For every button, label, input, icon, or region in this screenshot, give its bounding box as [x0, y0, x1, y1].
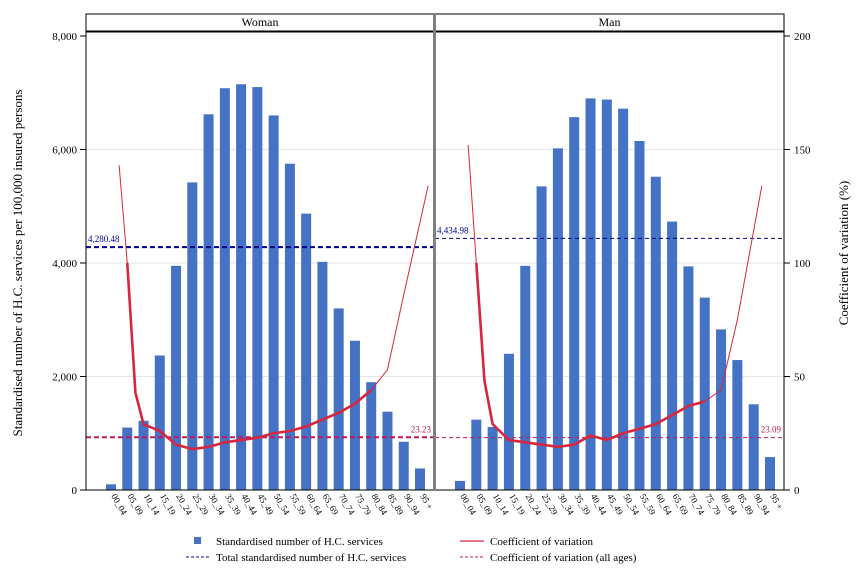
bar — [487, 427, 498, 490]
legend-swatch-square — [194, 537, 201, 544]
total-reference-label: 4,434.98 — [437, 225, 469, 235]
y-axis-title: Standardised number of H.C. services per… — [10, 90, 25, 437]
total-reference-label: 4,280.48 — [88, 234, 120, 244]
bar — [471, 419, 482, 490]
cv-all-ages-label: 23.23 — [411, 424, 432, 434]
y-tick-label: 8,000 — [52, 31, 77, 43]
y-tick-label: 2,000 — [52, 372, 77, 384]
bar — [382, 411, 393, 490]
y-tick-label: 4,000 — [52, 258, 77, 270]
bar — [634, 140, 645, 491]
cv-line-bold — [475, 262, 706, 449]
bar — [765, 457, 775, 490]
bar — [503, 353, 514, 490]
bar — [552, 148, 563, 491]
bar — [284, 163, 295, 490]
legend-item: Coefficient of variation — [460, 536, 594, 548]
y2-tick-label: 50 — [794, 372, 806, 384]
legend-item: Standardised number of H.C. services — [194, 536, 383, 548]
bar — [203, 114, 214, 490]
bar — [716, 329, 727, 490]
panel-title: Woman — [241, 15, 278, 29]
panel-woman: 4,280.4823.2300_0405_0910_1415_1920_2425… — [85, 13, 435, 517]
bar — [455, 480, 465, 490]
bar — [569, 117, 580, 490]
y2-tick-label: 150 — [794, 145, 811, 157]
bar — [236, 84, 247, 491]
y2-tick-label: 0 — [794, 485, 800, 497]
bar — [187, 182, 198, 491]
bar — [349, 340, 360, 490]
bar — [252, 87, 263, 490]
bar — [650, 176, 661, 491]
bar — [520, 265, 531, 490]
bar — [585, 98, 596, 491]
legend-label: Coefficient of variation — [490, 536, 594, 548]
bar — [748, 404, 759, 490]
bar — [106, 484, 116, 490]
bar — [601, 99, 612, 490]
cv-line-bold — [125, 262, 373, 451]
legend-label: Coefficient of variation (all ages) — [490, 552, 637, 564]
bar — [122, 427, 133, 490]
bar — [171, 265, 182, 490]
bar — [154, 355, 165, 490]
legend-label: Total standardised number of H.C. servic… — [216, 552, 406, 564]
bar — [366, 382, 377, 490]
legend-label: Standardised number of H.C. services — [216, 536, 383, 548]
legend-item: Coefficient of variation (all ages) — [460, 552, 637, 564]
bar — [317, 261, 328, 490]
bar — [618, 108, 629, 490]
cv-all-ages-label: 23.09 — [761, 425, 782, 435]
legend-item: Total standardised number of H.C. servic… — [186, 552, 406, 564]
panel-man: 4,434.9823.0900_0405_0910_1415_1920_2425… — [434, 13, 785, 517]
y2-tick-label: 100 — [794, 258, 811, 270]
y-tick-label: 6,000 — [52, 145, 77, 157]
bar — [398, 441, 409, 490]
y2-tick-label: 200 — [794, 31, 811, 43]
panel-title: Man — [599, 15, 621, 29]
y2-axis-title: Coefficient of variation (%) — [836, 181, 851, 326]
bar — [333, 308, 344, 490]
bar — [268, 115, 279, 490]
y-tick-label: 0 — [72, 485, 78, 497]
bar — [536, 186, 547, 490]
bar — [732, 360, 743, 490]
bar — [667, 221, 678, 490]
bar — [301, 213, 312, 490]
bar — [219, 88, 230, 491]
bar — [415, 468, 425, 490]
bar — [683, 266, 694, 490]
bar — [699, 297, 710, 490]
bar — [138, 420, 149, 490]
